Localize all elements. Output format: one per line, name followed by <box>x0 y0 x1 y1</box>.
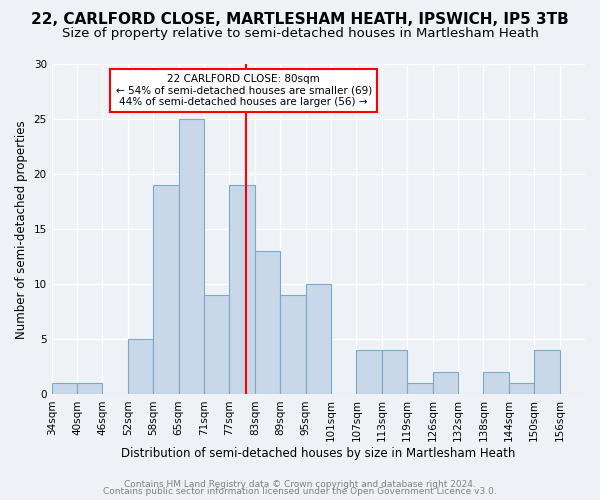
Bar <box>179 119 204 394</box>
Bar <box>305 284 331 395</box>
Text: Size of property relative to semi-detached houses in Martlesham Heath: Size of property relative to semi-detach… <box>62 28 538 40</box>
Bar <box>509 384 534 394</box>
Bar <box>128 340 153 394</box>
X-axis label: Distribution of semi-detached houses by size in Martlesham Heath: Distribution of semi-detached houses by … <box>121 447 515 460</box>
Y-axis label: Number of semi-detached properties: Number of semi-detached properties <box>15 120 28 338</box>
Bar <box>534 350 560 395</box>
Text: Contains HM Land Registry data © Crown copyright and database right 2024.: Contains HM Land Registry data © Crown c… <box>124 480 476 489</box>
Text: 22 CARLFORD CLOSE: 80sqm
← 54% of semi-detached houses are smaller (69)
44% of s: 22 CARLFORD CLOSE: 80sqm ← 54% of semi-d… <box>116 74 372 107</box>
Bar <box>407 384 433 394</box>
Bar <box>153 185 179 394</box>
Bar <box>255 252 280 394</box>
Bar <box>484 372 509 394</box>
Bar <box>356 350 382 395</box>
Bar <box>433 372 458 394</box>
Bar <box>382 350 407 395</box>
Bar <box>229 185 255 394</box>
Bar <box>204 296 229 394</box>
Bar <box>77 384 103 394</box>
Text: 22, CARLFORD CLOSE, MARTLESHAM HEATH, IPSWICH, IP5 3TB: 22, CARLFORD CLOSE, MARTLESHAM HEATH, IP… <box>31 12 569 28</box>
Bar <box>52 384 77 394</box>
Text: Contains public sector information licensed under the Open Government Licence v3: Contains public sector information licen… <box>103 487 497 496</box>
Bar <box>280 296 305 394</box>
